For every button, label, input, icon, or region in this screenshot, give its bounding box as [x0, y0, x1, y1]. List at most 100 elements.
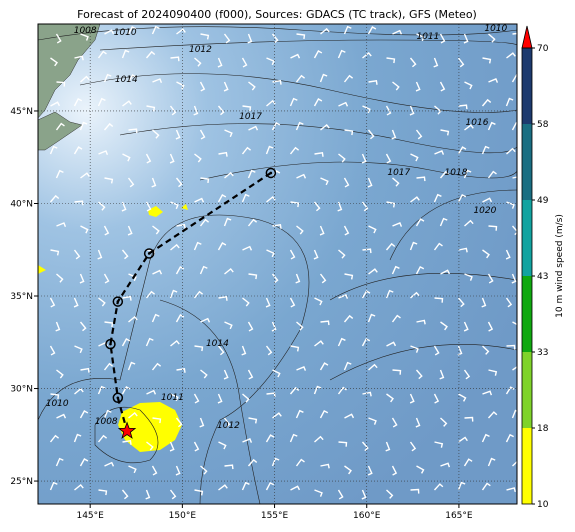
wind-barb	[242, 105, 252, 112]
wind-barb	[242, 297, 250, 307]
track-symbol	[147, 252, 151, 255]
wind-barb	[56, 222, 67, 227]
wind-barb	[152, 129, 160, 139]
isobar-label: 1012	[217, 421, 240, 431]
wind-barb	[176, 28, 186, 35]
wind-barb	[386, 201, 396, 208]
wind-barb	[457, 146, 467, 155]
wind-barb	[487, 457, 496, 467]
wind-barb	[463, 321, 469, 332]
wind-barb	[79, 121, 88, 131]
wind-barb	[145, 337, 154, 347]
wind-barb	[169, 489, 177, 500]
wind-barb	[146, 105, 156, 112]
wind-barb	[217, 393, 223, 404]
wind-barb	[343, 225, 350, 236]
wind-barb	[247, 458, 258, 467]
wind-barb	[73, 433, 82, 443]
wind-barb	[265, 434, 275, 443]
wind-barb	[362, 391, 372, 397]
isobars	[38, 26, 517, 504]
wind-barb	[193, 441, 200, 452]
wind-barb	[415, 417, 421, 428]
wind-barb	[151, 465, 158, 476]
wind-barb	[343, 25, 352, 35]
wind-barb	[176, 367, 186, 373]
wind-barb	[121, 338, 131, 347]
map-frame	[37, 23, 518, 505]
wind-barb	[313, 50, 323, 59]
wind-barb	[121, 249, 129, 260]
wind-barb	[170, 339, 180, 347]
wind-barb	[217, 194, 227, 203]
wind-barb	[391, 314, 401, 323]
wind-barb	[145, 153, 152, 164]
wind-barb	[482, 57, 492, 64]
wind-barb	[296, 173, 307, 179]
wind-barb	[169, 441, 175, 452]
wind-barb	[241, 193, 250, 203]
wind-barb	[320, 123, 330, 131]
colorbar-tick-label: 49	[537, 196, 549, 206]
wind-barb	[127, 74, 137, 83]
wind-barb	[505, 297, 513, 308]
wind-barb	[338, 294, 349, 299]
wind-barb	[319, 225, 325, 236]
wind-barb	[361, 153, 367, 164]
wind-barb	[200, 465, 208, 475]
wind-barb	[511, 409, 517, 419]
wind-barb	[152, 417, 162, 424]
x-tick-label: 160°E	[353, 511, 381, 521]
isobar-label: 1010	[484, 24, 507, 34]
isobar-label: 1017	[387, 168, 410, 178]
wind-barb	[409, 241, 418, 251]
wind-barb	[464, 81, 473, 90]
wind-barb	[151, 362, 162, 371]
wind-barb	[361, 201, 369, 212]
x-tick-label: 155°E	[261, 511, 289, 521]
map: 1008 1010 1012 1011 1010 1014 1017 1016 1017 1018…	[38, 24, 517, 504]
wind-barb	[458, 393, 467, 402]
colorbar-tick-label: 18	[537, 424, 549, 434]
wind-barb	[55, 457, 64, 467]
wind-barb	[440, 129, 450, 136]
wind-barb	[289, 249, 296, 260]
wind-barb	[463, 33, 469, 44]
wind-barb	[103, 225, 110, 236]
wind-barb	[487, 170, 497, 179]
wind-barb	[103, 273, 110, 284]
wind-barb	[224, 129, 233, 138]
colorbar-segment	[522, 200, 532, 276]
wind-barb	[55, 321, 61, 332]
wind-barb	[337, 489, 344, 500]
wind-barb	[103, 409, 112, 419]
wind-barb	[241, 345, 247, 356]
wind-barb	[295, 409, 304, 419]
wind-barb	[337, 201, 343, 212]
wind-barb	[151, 313, 160, 323]
wind-barb	[343, 74, 354, 83]
wind-barb	[193, 105, 199, 116]
wind-barb	[344, 273, 354, 280]
wind-barb	[50, 101, 61, 107]
wind-barb	[224, 171, 234, 179]
wind-barb	[224, 321, 233, 330]
wind-fill	[38, 265, 46, 274]
wind-barb	[343, 314, 354, 323]
wind-barb	[74, 200, 84, 206]
wind-barb	[488, 225, 498, 231]
wind-barb	[511, 121, 517, 131]
wind-barb	[248, 125, 259, 131]
wind-barb	[223, 81, 229, 92]
wind-barb	[392, 81, 400, 91]
wind-barb	[439, 217, 448, 227]
wind-barb	[128, 465, 137, 474]
wind-barb	[127, 225, 133, 236]
wind-barb	[55, 169, 64, 179]
wind-barb	[97, 385, 106, 395]
title: Forecast of 2024090400 (f000), Sources: …	[77, 8, 477, 21]
wind-barb	[439, 170, 450, 179]
wind-barb	[170, 56, 180, 62]
wind-barb	[122, 295, 132, 301]
wind-barb	[128, 273, 137, 282]
